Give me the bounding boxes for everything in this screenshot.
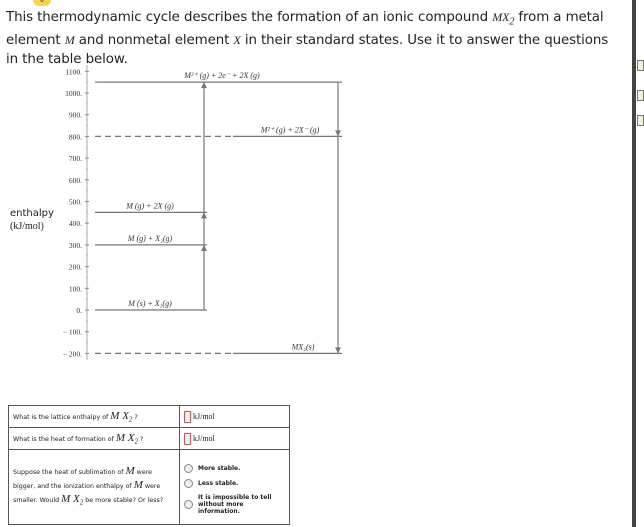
intro-text: This thermodynamic cycle describes the f… xyxy=(6,10,493,25)
table-row: Suppose the heat of sublimation of M wer… xyxy=(8,449,290,525)
question-lattice-enthalpy: What is the lattice enthalpy of M X2 ? xyxy=(8,405,180,428)
intro-text: and nonmetal element xyxy=(74,33,234,49)
y-tick-label: 200. xyxy=(69,263,82,272)
collapse-chevron-icon[interactable]: ⌄ xyxy=(33,0,51,6)
question-heat-of-formation: What is the heat of formation of M X2 ? xyxy=(8,427,180,450)
y-axis-label: enthalpy (kJ/mol) xyxy=(10,208,54,232)
radio-button[interactable] xyxy=(184,499,193,509)
option-more-stable[interactable]: More stable. xyxy=(184,463,285,473)
y-tick-label: 100. xyxy=(69,284,82,293)
question-stability: Suppose the heat of sublimation of M wer… xyxy=(8,449,180,525)
radio-button[interactable] xyxy=(184,478,193,488)
unit-label: kJ/mol xyxy=(193,412,215,421)
energy-level-label: M (g) + X₂(g) xyxy=(127,234,173,243)
metal-symbol: M xyxy=(64,33,75,48)
energy-level-label: M²⁺ (g) + 2X⁻ (g) xyxy=(260,125,320,134)
unit-label: kJ/mol xyxy=(193,434,215,443)
arrowhead xyxy=(201,82,207,89)
side-tool-icon[interactable] xyxy=(637,60,644,71)
arrowhead xyxy=(201,244,207,251)
y-tick-label: 0. xyxy=(76,306,82,315)
y-tick-label: 500. xyxy=(69,198,82,207)
y-tick-label: 800. xyxy=(69,132,82,141)
intro-text: in their standard states. Use it to answ… xyxy=(6,33,609,68)
option-impossible-to-tell[interactable]: It is impossible to tell without more in… xyxy=(184,494,285,515)
y-tick-label: 600. xyxy=(69,176,82,185)
y-tick-label: 300. xyxy=(69,241,82,250)
y-tick-label: 1100. xyxy=(65,67,82,76)
y-tick-label: 400. xyxy=(69,219,82,228)
question-intro: This thermodynamic cycle describes the f… xyxy=(6,8,621,69)
y-tick-label: 700. xyxy=(69,154,82,163)
lattice-enthalpy-input[interactable] xyxy=(184,410,191,423)
energy-level-label: M²⁺ (g) + 2e⁻ + 2X (g) xyxy=(183,71,260,80)
table-row: What is the heat of formation of M X2 ? … xyxy=(8,427,290,450)
option-less-stable[interactable]: Less stable. xyxy=(184,478,285,488)
side-tool-icon[interactable] xyxy=(637,90,644,101)
enthalpy-cycle-diagram: 1100. 1000. 900. 800. 700. 600. 500. 400. 300. 20… xyxy=(63,65,342,360)
heat-of-formation-input[interactable] xyxy=(184,432,191,445)
scrollbar[interactable] xyxy=(632,0,636,527)
y-tick-label: 900. xyxy=(69,111,82,120)
y-tick-label: − 200. xyxy=(63,349,82,358)
intro-text: from a metal element xyxy=(6,10,604,49)
table-row: What is the lattice enthalpy of M X2 ? k… xyxy=(8,405,290,428)
arrowhead xyxy=(335,130,341,137)
questions-table: What is the lattice enthalpy of M X2 ? k… xyxy=(8,405,290,525)
nonmetal-symbol: X xyxy=(233,33,241,48)
energy-level-label: M (s) + X₂(g) xyxy=(127,299,172,308)
compound-formula: MX2 xyxy=(492,10,515,28)
arrowhead xyxy=(335,347,341,354)
energy-level-label: MX₂(s) xyxy=(291,342,315,351)
arrowhead xyxy=(201,212,207,219)
side-tool-icon[interactable] xyxy=(637,115,644,126)
radio-button[interactable] xyxy=(184,463,193,473)
y-tick-label: − 100. xyxy=(63,328,82,337)
y-tick-label: 1000. xyxy=(65,89,82,98)
energy-level-label: M (g) + 2X (g) xyxy=(125,201,174,210)
